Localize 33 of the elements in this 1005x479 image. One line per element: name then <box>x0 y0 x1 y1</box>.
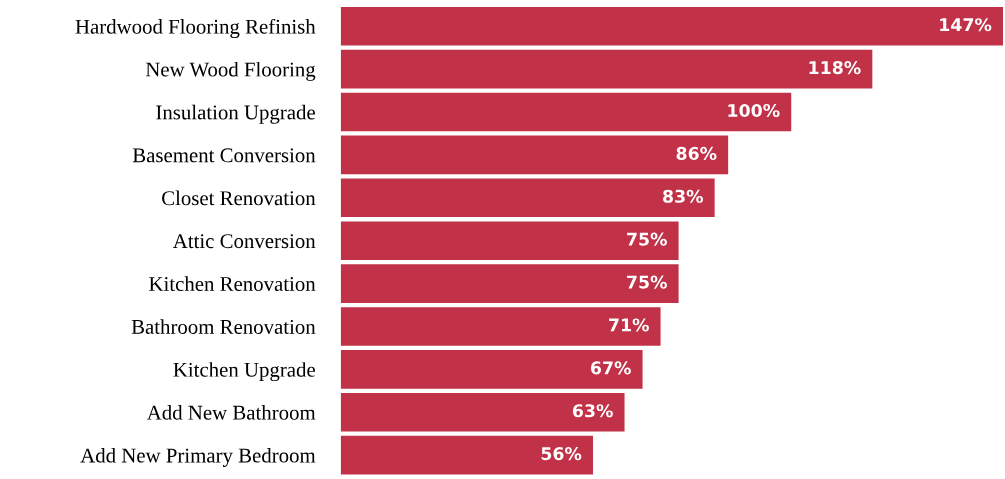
bar <box>340 92 792 132</box>
data-label: 63% <box>572 404 613 418</box>
y-tick-label: Attic Conversion <box>172 234 316 249</box>
bar <box>340 350 643 389</box>
y-tick-label: Bathroom Renovation <box>131 319 316 334</box>
bar <box>340 49 873 89</box>
y-tick-label: Add New Bathroom <box>146 405 316 420</box>
y-tick-label: Basement Conversion <box>132 148 316 163</box>
bar <box>340 135 729 175</box>
data-label: 71% <box>609 318 649 332</box>
y-tick-label: Closet Renovation <box>162 190 316 206</box>
y-tick-label: Kitchen Renovation <box>149 276 316 292</box>
data-label: 118% <box>809 61 861 75</box>
y-tick-label: Kitchen Upgrade <box>173 362 315 382</box>
bar <box>340 435 593 475</box>
data-label: 100% <box>728 103 780 118</box>
bar <box>340 392 625 432</box>
y-tick-label: New Wood Flooring <box>145 61 316 81</box>
data-label: 67% <box>590 361 631 375</box>
y-tick-label: Hardwood Flooring Refinish <box>75 18 316 39</box>
y-tick-label: Insulation Upgrade <box>156 104 315 124</box>
data-label: 75% <box>627 275 667 289</box>
bar <box>340 221 679 260</box>
data-label: 86% <box>676 146 717 160</box>
data-label: 83% <box>663 189 703 203</box>
data-label: 56% <box>541 447 582 461</box>
bar <box>340 178 715 218</box>
data-label: 147% <box>940 18 992 32</box>
bar <box>340 6 1003 46</box>
bar <box>340 264 679 303</box>
bar <box>340 307 661 346</box>
y-tick-label: Add New Primary Bedroom <box>80 447 316 467</box>
data-label: 75% <box>627 232 667 246</box>
